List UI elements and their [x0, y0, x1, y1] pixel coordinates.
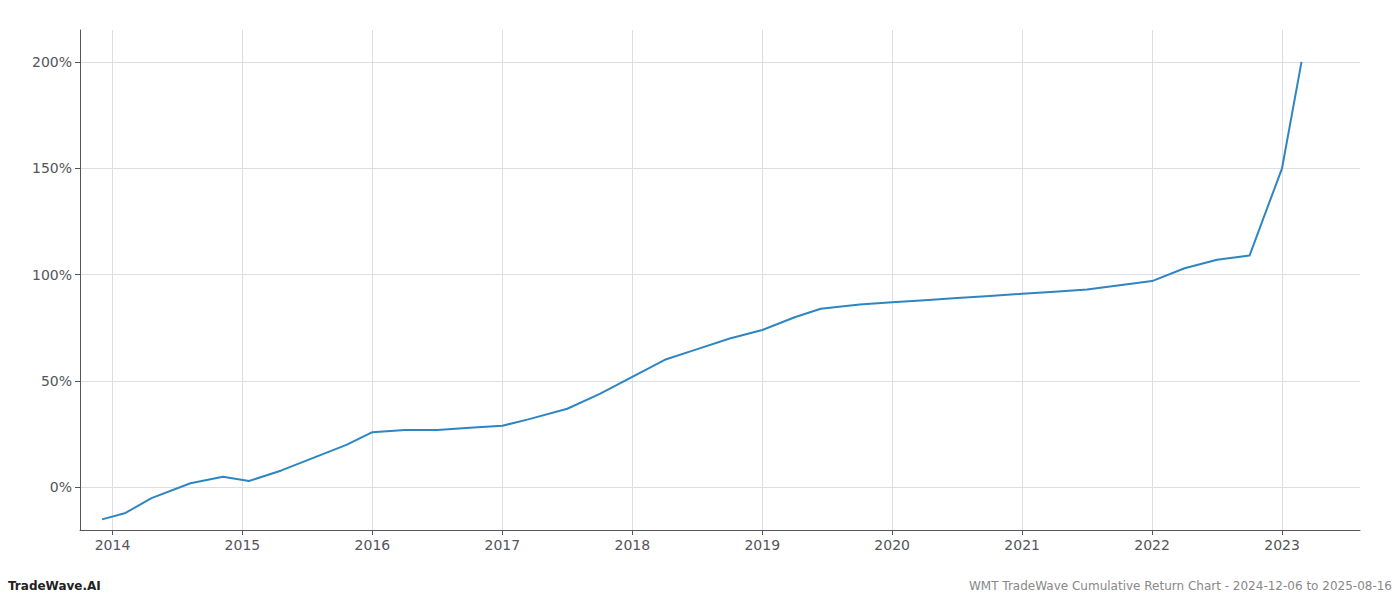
- svg-text:2022: 2022: [1134, 537, 1170, 553]
- svg-text:2021: 2021: [1004, 537, 1040, 553]
- svg-text:100%: 100%: [32, 267, 72, 283]
- svg-text:2018: 2018: [614, 537, 650, 553]
- svg-text:TradeWave.AI: TradeWave.AI: [8, 579, 101, 593]
- svg-text:2016: 2016: [355, 537, 391, 553]
- svg-text:2020: 2020: [874, 537, 910, 553]
- svg-text:0%: 0%: [50, 479, 72, 495]
- svg-text:2015: 2015: [225, 537, 261, 553]
- svg-text:WMT TradeWave Cumulative Retur: WMT TradeWave Cumulative Return Chart - …: [969, 579, 1392, 593]
- svg-text:2014: 2014: [95, 537, 131, 553]
- svg-text:200%: 200%: [32, 54, 72, 70]
- svg-text:2019: 2019: [744, 537, 780, 553]
- svg-text:2017: 2017: [485, 537, 521, 553]
- svg-text:50%: 50%: [41, 373, 72, 389]
- svg-text:2023: 2023: [1264, 537, 1300, 553]
- svg-text:150%: 150%: [32, 160, 72, 176]
